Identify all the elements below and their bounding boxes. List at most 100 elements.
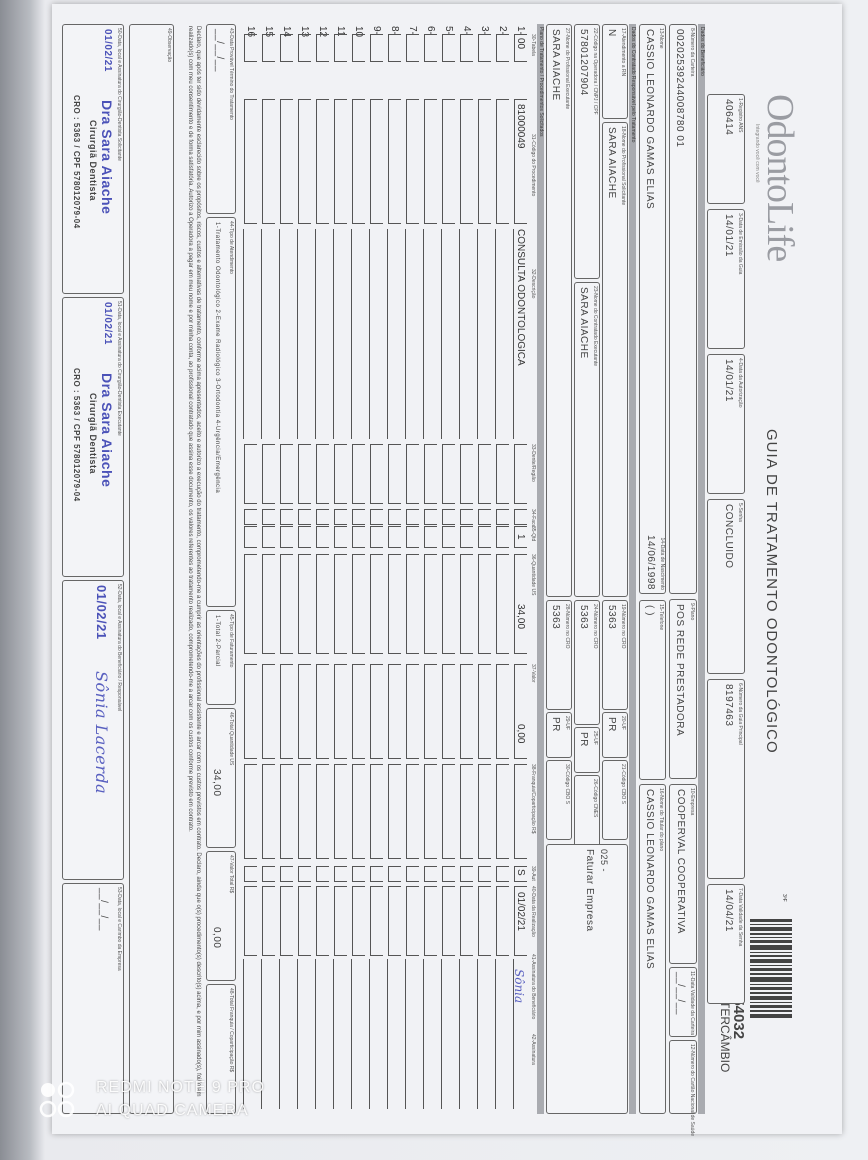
input-cell[interactable] [370, 554, 383, 654]
input-cell[interactable] [388, 99, 401, 224]
input-cell[interactable] [244, 99, 257, 224]
input-cell[interactable] [496, 886, 509, 956]
input-cell[interactable] [298, 866, 311, 882]
input-cell[interactable] [460, 526, 473, 548]
input-cell[interactable] [370, 526, 383, 548]
input-cell[interactable] [460, 509, 473, 525]
input-cell[interactable] [424, 764, 437, 859]
input-cell[interactable] [406, 866, 419, 882]
input-cell[interactable] [280, 526, 293, 548]
description-line[interactable] [243, 229, 244, 439]
input-cell[interactable] [442, 554, 455, 654]
input-cell[interactable] [388, 886, 401, 956]
input-cell[interactable] [460, 444, 473, 504]
signature-line[interactable] [423, 959, 424, 1109]
input-cell[interactable] [280, 664, 293, 759]
input-cell[interactable] [514, 664, 527, 759]
input-cell[interactable] [478, 664, 491, 759]
input-cell[interactable] [316, 444, 329, 504]
input-cell[interactable] [280, 866, 293, 882]
input-cell[interactable] [280, 509, 293, 525]
input-cell[interactable] [460, 764, 473, 859]
input-cell[interactable] [496, 764, 509, 859]
input-cell[interactable] [298, 664, 311, 759]
input-cell[interactable] [280, 99, 293, 224]
input-cell[interactable] [262, 866, 275, 882]
input-cell[interactable] [262, 99, 275, 224]
input-cell[interactable] [352, 34, 365, 62]
input-cell[interactable] [334, 34, 347, 62]
input-cell[interactable] [262, 526, 275, 548]
input-cell[interactable] [442, 444, 455, 504]
input-cell[interactable] [334, 764, 347, 859]
input-cell[interactable] [298, 509, 311, 525]
input-cell[interactable] [352, 886, 365, 956]
input-cell[interactable] [496, 554, 509, 654]
input-cell[interactable] [496, 509, 509, 525]
description-line[interactable] [459, 229, 460, 439]
description-line[interactable] [495, 229, 496, 439]
input-cell[interactable] [298, 34, 311, 62]
input-cell[interactable] [388, 764, 401, 859]
signature-line[interactable] [297, 959, 298, 1109]
input-cell[interactable] [514, 509, 527, 525]
input-cell[interactable] [244, 764, 257, 859]
input-cell[interactable] [334, 526, 347, 548]
input-cell[interactable] [316, 526, 329, 548]
input-cell[interactable] [370, 509, 383, 525]
input-cell[interactable] [496, 34, 509, 62]
input-cell[interactable] [388, 664, 401, 759]
input-cell[interactable] [406, 554, 419, 654]
signature-line[interactable] [369, 959, 370, 1109]
input-cell[interactable] [478, 554, 491, 654]
input-cell[interactable] [478, 526, 491, 548]
input-cell[interactable] [424, 526, 437, 548]
input-cell[interactable] [244, 34, 257, 62]
input-cell[interactable] [244, 664, 257, 759]
signature-line[interactable] [333, 959, 334, 1109]
input-cell[interactable] [244, 886, 257, 956]
input-cell[interactable] [298, 444, 311, 504]
input-cell[interactable] [280, 444, 293, 504]
input-cell[interactable] [514, 444, 527, 504]
input-cell[interactable] [316, 764, 329, 859]
input-cell[interactable] [352, 99, 365, 224]
input-cell[interactable] [460, 34, 473, 62]
input-cell[interactable] [442, 764, 455, 859]
description-line[interactable] [297, 229, 298, 439]
input-cell[interactable] [352, 866, 365, 882]
input-cell[interactable] [424, 444, 437, 504]
input-cell[interactable] [406, 34, 419, 62]
input-cell[interactable] [424, 509, 437, 525]
input-cell[interactable] [406, 444, 419, 504]
input-cell[interactable] [262, 444, 275, 504]
input-cell[interactable] [442, 526, 455, 548]
input-cell[interactable] [370, 886, 383, 956]
input-cell[interactable] [334, 866, 347, 882]
input-cell[interactable] [442, 866, 455, 882]
input-cell[interactable] [280, 886, 293, 956]
input-cell[interactable] [478, 34, 491, 62]
input-cell[interactable] [334, 444, 347, 504]
signature-line[interactable] [495, 959, 496, 1109]
input-cell[interactable] [388, 34, 401, 62]
input-cell[interactable] [388, 866, 401, 882]
signature-line[interactable] [405, 959, 406, 1109]
signature-line[interactable] [441, 959, 442, 1109]
input-cell[interactable] [442, 886, 455, 956]
signature-line[interactable] [477, 959, 478, 1109]
input-cell[interactable] [316, 866, 329, 882]
input-cell[interactable] [280, 34, 293, 62]
signature-line[interactable] [279, 959, 280, 1109]
input-cell[interactable] [406, 509, 419, 525]
input-cell[interactable] [262, 764, 275, 859]
input-cell[interactable] [334, 509, 347, 525]
input-cell[interactable] [442, 99, 455, 224]
input-cell[interactable] [244, 444, 257, 504]
input-cell[interactable] [406, 99, 419, 224]
input-cell[interactable] [406, 664, 419, 759]
description-line[interactable] [261, 229, 262, 439]
input-cell[interactable] [460, 866, 473, 882]
input-cell[interactable] [262, 34, 275, 62]
input-cell[interactable] [316, 664, 329, 759]
